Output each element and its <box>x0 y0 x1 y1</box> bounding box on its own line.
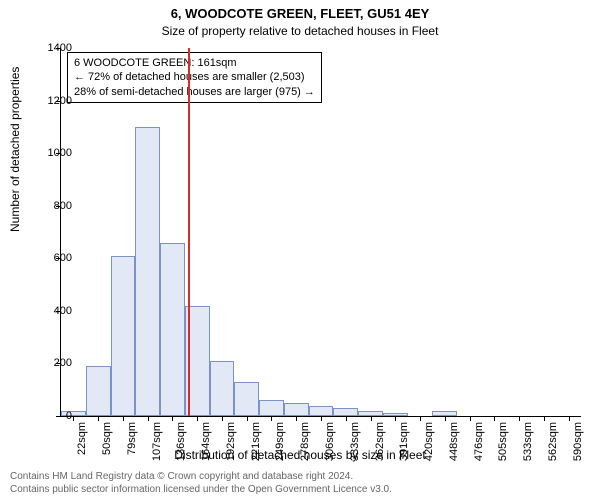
y-tick-label: 0 <box>66 410 72 422</box>
histogram-bar <box>160 243 185 416</box>
x-tick <box>346 416 347 421</box>
y-tick-label: 1200 <box>48 95 72 107</box>
x-tick-label: 278sqm <box>299 422 311 461</box>
annotation-line: 6 WOODCOTE GREEN: 161sqm <box>74 56 315 70</box>
x-tick <box>148 416 149 421</box>
chart-container: 6, WOODCOTE GREEN, FLEET, GU51 4EY Size … <box>0 0 600 500</box>
y-tick-label: 600 <box>54 252 72 264</box>
histogram-bar <box>284 403 309 416</box>
x-tick-label: 391sqm <box>398 422 410 461</box>
x-tick-label: 448sqm <box>448 422 460 461</box>
x-tick <box>321 416 322 421</box>
x-tick <box>569 416 570 421</box>
x-tick-label: 476sqm <box>473 422 485 461</box>
x-tick-label: 562sqm <box>547 422 559 461</box>
x-tick <box>98 416 99 421</box>
y-tick-label: 1400 <box>48 42 72 54</box>
x-tick <box>544 416 545 421</box>
title-subtitle: Size of property relative to detached ho… <box>0 24 600 38</box>
x-tick-label: 50sqm <box>101 422 113 455</box>
x-tick <box>222 416 223 421</box>
histogram-bar <box>234 382 259 416</box>
x-tick-label: 107sqm <box>151 422 163 461</box>
x-tick <box>470 416 471 421</box>
histogram-bar <box>111 256 136 416</box>
y-tick-label: 800 <box>54 200 72 212</box>
y-tick-label: 400 <box>54 305 72 317</box>
y-axis-label: Number of detached properties <box>8 67 22 232</box>
x-tick-label: 362sqm <box>374 422 386 461</box>
x-tick-label: 333sqm <box>349 422 361 461</box>
annotation-line: ← 72% of detached houses are smaller (2,… <box>74 70 315 84</box>
x-tick-label: 136sqm <box>175 422 187 461</box>
histogram-bar <box>259 400 284 416</box>
histogram-bar <box>86 366 111 416</box>
histogram-bar <box>309 406 334 417</box>
x-tick <box>420 416 421 421</box>
histogram-bar <box>333 408 358 416</box>
y-tick-label: 1000 <box>48 147 72 159</box>
x-tick-label: 221sqm <box>250 422 262 461</box>
y-tick-label: 200 <box>54 357 72 369</box>
plot-area: 6 WOODCOTE GREEN: 161sqm ← 72% of detach… <box>60 48 581 417</box>
title-address: 6, WOODCOTE GREEN, FLEET, GU51 4EY <box>0 6 600 21</box>
x-tick <box>395 416 396 421</box>
x-tick-label: 192sqm <box>225 422 237 461</box>
x-tick <box>197 416 198 421</box>
x-tick <box>172 416 173 421</box>
y-tick <box>56 416 61 417</box>
footer-line: Contains HM Land Registry data © Crown c… <box>10 471 392 484</box>
reference-line <box>188 48 190 416</box>
x-tick <box>247 416 248 421</box>
x-tick <box>73 416 74 421</box>
x-tick <box>296 416 297 421</box>
x-tick <box>445 416 446 421</box>
x-tick-label: 533sqm <box>522 422 534 461</box>
histogram-bar <box>135 127 160 416</box>
x-tick-label: 79sqm <box>126 422 138 455</box>
x-tick-label: 590sqm <box>572 422 584 461</box>
x-tick <box>371 416 372 421</box>
x-tick <box>123 416 124 421</box>
x-tick-label: 249sqm <box>274 422 286 461</box>
footer-line: Contains public sector information licen… <box>10 484 392 497</box>
x-tick-label: 420sqm <box>423 422 435 461</box>
annotation-box: 6 WOODCOTE GREEN: 161sqm ← 72% of detach… <box>67 52 322 103</box>
x-tick <box>271 416 272 421</box>
x-tick <box>519 416 520 421</box>
annotation-line: 28% of semi-detached houses are larger (… <box>74 85 315 99</box>
x-tick-label: 505sqm <box>497 422 509 461</box>
x-tick-label: 306sqm <box>324 422 336 461</box>
x-tick-label: 22sqm <box>76 422 88 455</box>
histogram-bar <box>210 361 235 416</box>
footer-attribution: Contains HM Land Registry data © Crown c… <box>10 471 392 496</box>
x-tick-label: 164sqm <box>200 422 212 461</box>
x-tick <box>494 416 495 421</box>
